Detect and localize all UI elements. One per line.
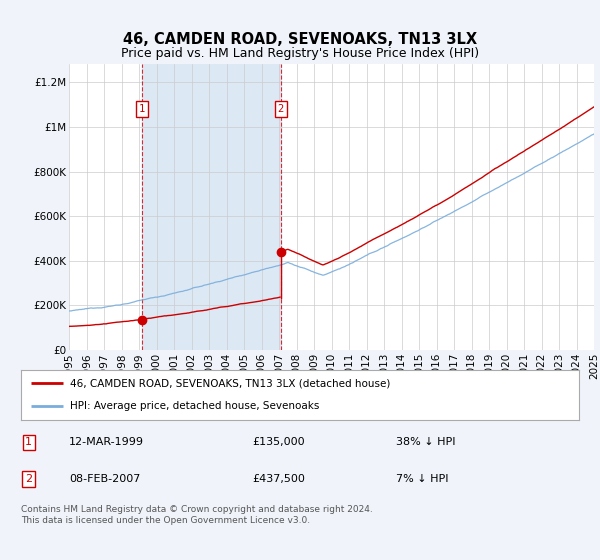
Text: 38% ↓ HPI: 38% ↓ HPI <box>396 437 455 447</box>
Text: 46, CAMDEN ROAD, SEVENOAKS, TN13 3LX: 46, CAMDEN ROAD, SEVENOAKS, TN13 3LX <box>123 32 477 48</box>
Text: 1: 1 <box>139 104 145 114</box>
Text: £135,000: £135,000 <box>252 437 305 447</box>
Bar <box>142 64 281 350</box>
Text: 46, CAMDEN ROAD, SEVENOAKS, TN13 3LX (detached house): 46, CAMDEN ROAD, SEVENOAKS, TN13 3LX (de… <box>70 378 391 388</box>
Text: 2: 2 <box>277 104 284 114</box>
Text: Price paid vs. HM Land Registry's House Price Index (HPI): Price paid vs. HM Land Registry's House … <box>121 47 479 60</box>
Text: £437,500: £437,500 <box>252 474 305 484</box>
Text: HPI: Average price, detached house, Sevenoaks: HPI: Average price, detached house, Seve… <box>70 402 319 412</box>
Text: Contains HM Land Registry data © Crown copyright and database right 2024.
This d: Contains HM Land Registry data © Crown c… <box>21 505 373 525</box>
Text: 7% ↓ HPI: 7% ↓ HPI <box>396 474 449 484</box>
Text: 12-MAR-1999: 12-MAR-1999 <box>69 437 144 447</box>
Text: 08-FEB-2007: 08-FEB-2007 <box>69 474 140 484</box>
Text: 1: 1 <box>25 437 32 447</box>
Text: 2: 2 <box>25 474 32 484</box>
